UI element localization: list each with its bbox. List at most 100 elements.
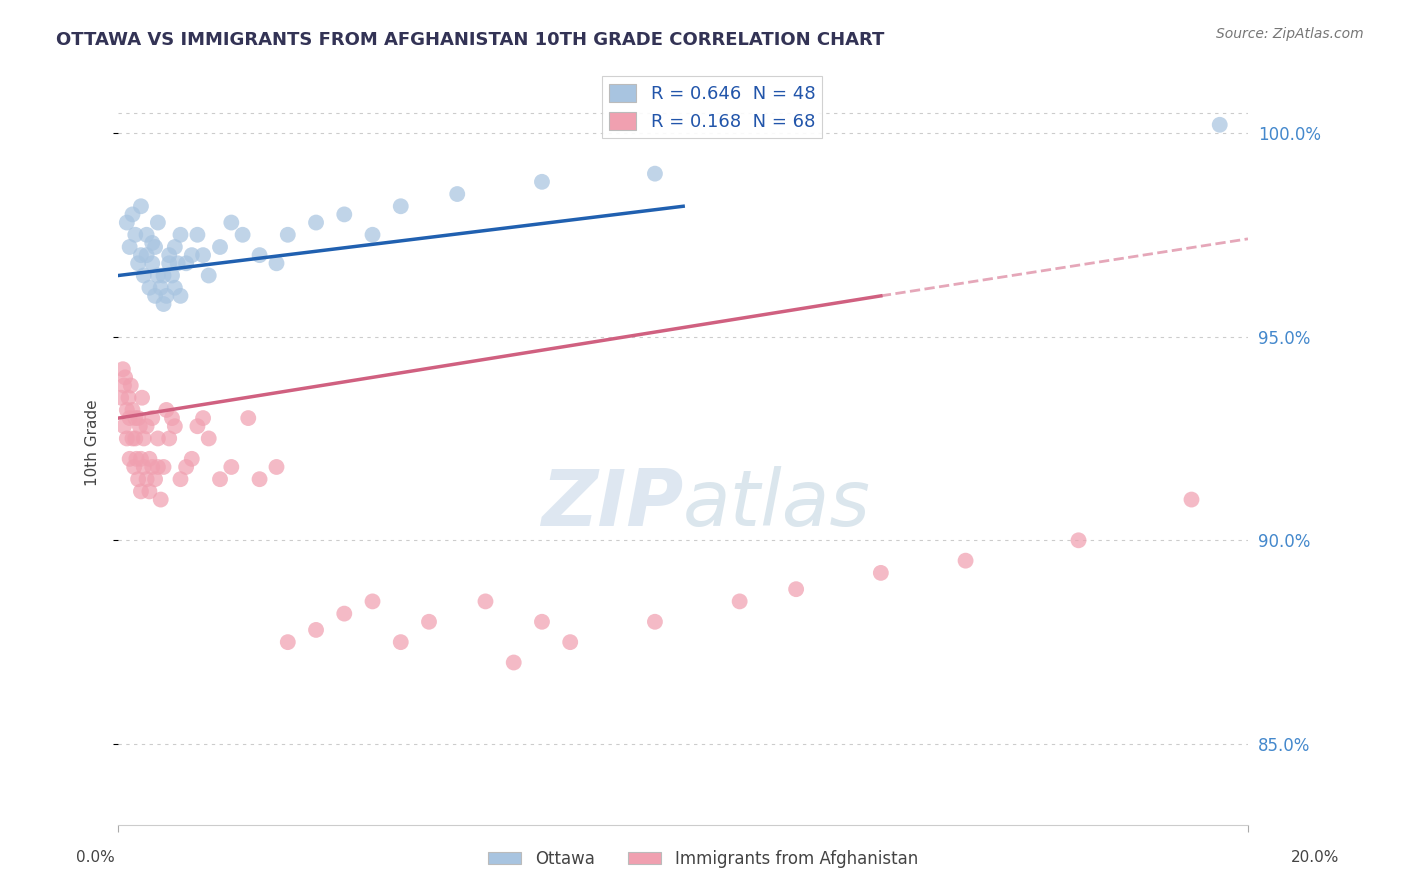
Point (149, 492, 172, 507)
Point (163, 240, 186, 254)
Point (129, 484, 152, 499)
Point (169, 289, 191, 303)
Point (1209, 118, 1232, 132)
Point (180, 451, 202, 466)
Point (155, 403, 177, 417)
Point (127, 472, 149, 486)
Point (152, 268, 174, 283)
Point (277, 227, 299, 242)
Text: OTTAWA VS IMMIGRANTS FROM AFGHANISTAN 10TH GRADE CORRELATION CHART: OTTAWA VS IMMIGRANTS FROM AFGHANISTAN 10… (56, 31, 884, 49)
Point (112, 419, 135, 434)
Point (128, 419, 150, 434)
Y-axis label: 10th Grade: 10th Grade (86, 400, 100, 486)
Point (124, 227, 146, 242)
Point (474, 594, 496, 608)
Point (129, 451, 152, 466)
Text: 20.0%: 20.0% (1291, 850, 1339, 864)
Point (132, 268, 155, 283)
Point (221, 460, 243, 475)
Point (110, 391, 132, 405)
Point (115, 403, 138, 417)
Point (118, 240, 141, 254)
Legend: Ottawa, Immigrants from Afghanistan: Ottawa, Immigrants from Afghanistan (481, 844, 925, 875)
Point (191, 411, 214, 425)
Point (121, 207, 143, 221)
Point (180, 248, 202, 262)
Point (157, 432, 180, 446)
Point (146, 215, 169, 229)
Point (143, 240, 166, 254)
Point (530, 175, 553, 189)
Point (152, 460, 174, 475)
Point (141, 256, 163, 270)
Point (131, 391, 153, 405)
Point (208, 472, 231, 486)
Point (1180, 492, 1202, 507)
Point (155, 289, 177, 303)
Point (305, 623, 328, 637)
Point (146, 268, 169, 283)
Point (118, 411, 141, 425)
Point (152, 297, 174, 311)
Point (305, 215, 328, 229)
Point (124, 432, 146, 446)
Point (138, 281, 160, 295)
Point (132, 432, 155, 446)
Point (146, 460, 169, 475)
Point (146, 432, 169, 446)
Point (389, 635, 412, 649)
Point (186, 227, 208, 242)
Point (728, 594, 751, 608)
Point (418, 615, 440, 629)
Point (132, 460, 155, 475)
Point (129, 199, 152, 213)
Point (208, 240, 231, 254)
Point (266, 460, 288, 475)
Point (124, 411, 146, 425)
Point (560, 635, 582, 649)
Point (197, 268, 219, 283)
Point (112, 378, 135, 392)
Point (333, 607, 356, 621)
Point (169, 227, 191, 242)
Point (869, 566, 891, 580)
Point (163, 281, 186, 295)
Point (955, 554, 977, 568)
Point (502, 656, 524, 670)
Point (114, 370, 136, 384)
Point (785, 582, 807, 597)
Point (121, 432, 143, 446)
Point (135, 227, 157, 242)
Point (125, 451, 148, 466)
Point (149, 281, 172, 295)
Point (333, 207, 356, 221)
Text: ZIP: ZIP (541, 466, 683, 541)
Point (121, 403, 143, 417)
Point (174, 460, 197, 475)
Point (174, 256, 197, 270)
Point (361, 594, 384, 608)
Point (141, 235, 163, 250)
Point (135, 248, 157, 262)
Point (122, 460, 145, 475)
Point (115, 432, 138, 446)
Point (197, 432, 219, 446)
Point (141, 460, 163, 475)
Point (249, 248, 271, 262)
Point (169, 472, 191, 486)
Point (143, 289, 166, 303)
Point (115, 215, 138, 229)
Text: 0.0%: 0.0% (76, 850, 115, 864)
Point (232, 227, 254, 242)
Point (143, 472, 166, 486)
Point (111, 362, 134, 376)
Point (530, 615, 553, 629)
Point (191, 248, 214, 262)
Point (127, 256, 149, 270)
Point (266, 256, 288, 270)
Point (127, 411, 149, 425)
Point (389, 199, 412, 213)
Point (1067, 533, 1090, 548)
Text: atlas: atlas (683, 466, 872, 541)
Point (644, 615, 666, 629)
